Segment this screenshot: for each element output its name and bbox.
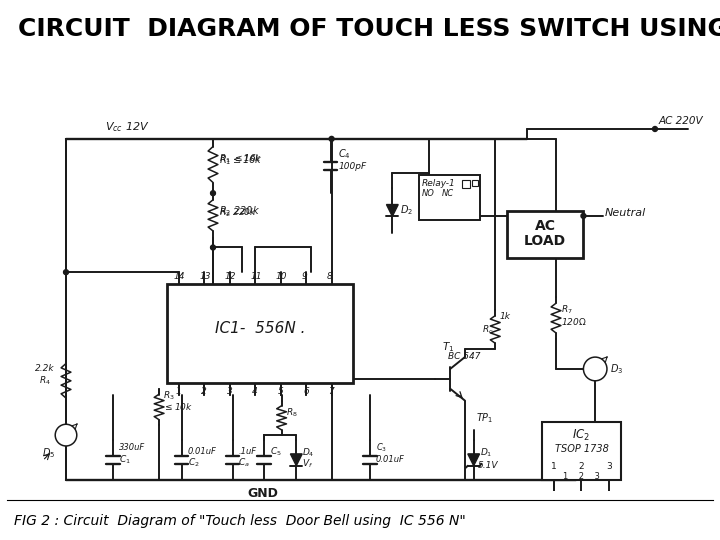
Text: LOAD: LOAD (524, 234, 567, 247)
Text: 5: 5 (278, 387, 284, 396)
Bar (542, 422, 621, 480)
Text: 11: 11 (251, 272, 262, 281)
Text: NO: NO (422, 188, 435, 198)
Text: 100pF: 100pF (338, 162, 366, 171)
Text: GND: GND (247, 487, 278, 500)
Bar (462, 180, 469, 188)
Text: 6: 6 (303, 387, 309, 396)
Text: $C_1$: $C_1$ (119, 454, 131, 466)
Text: $D_5$: $D_5$ (42, 446, 55, 460)
Bar (167, 284, 353, 383)
Text: $D_1$: $D_1$ (480, 447, 492, 459)
Text: IC1-  556N .: IC1- 556N . (215, 321, 305, 336)
Text: $R_2$ 220k: $R_2$ 220k (219, 205, 260, 218)
Text: 2: 2 (201, 387, 207, 396)
Text: 5.1V: 5.1V (477, 461, 498, 470)
Text: $R_c$: $R_c$ (482, 323, 493, 336)
Text: 10: 10 (276, 272, 287, 281)
Polygon shape (290, 454, 302, 465)
Text: 12: 12 (225, 272, 236, 281)
Text: $D_4$: $D_4$ (302, 447, 315, 459)
Text: $T_1$: $T_1$ (442, 340, 454, 354)
Circle shape (55, 424, 77, 446)
Text: Relay-1: Relay-1 (422, 179, 456, 188)
Text: $C_2$: $C_2$ (187, 456, 199, 469)
Text: $C_5$: $C_5$ (270, 446, 282, 458)
Text: 4: 4 (252, 387, 258, 396)
Text: 7: 7 (328, 387, 334, 396)
Text: 9: 9 (301, 272, 307, 281)
Circle shape (652, 126, 657, 131)
Text: 3: 3 (606, 462, 612, 471)
Text: $C_a$: $C_a$ (238, 456, 251, 469)
Text: FIG 2 : Circuit  Diagram of "Touch less  Door Bell using  IC 556 N": FIG 2 : Circuit Diagram of "Touch less D… (14, 514, 466, 528)
Text: $R_1$ $\leq$16k: $R_1$ $\leq$16k (219, 152, 262, 165)
Text: $R_1\leq$16k: $R_1\leq$16k (219, 154, 263, 167)
Text: 1k: 1k (499, 312, 510, 321)
Circle shape (210, 245, 215, 250)
Text: AC: AC (535, 219, 556, 233)
Text: 2: 2 (579, 462, 584, 471)
Bar (507, 211, 583, 258)
Text: TSOP 1738: TSOP 1738 (554, 444, 608, 454)
Text: NC: NC (441, 188, 454, 198)
Text: 8: 8 (327, 272, 333, 281)
Polygon shape (468, 454, 480, 465)
Text: $IC_2$: $IC_2$ (572, 428, 590, 443)
Text: CIRCUIT  DIAGRAM OF TOUCH LESS SWITCH USING ic 556: CIRCUIT DIAGRAM OF TOUCH LESS SWITCH USI… (18, 17, 720, 41)
Text: Neutral: Neutral (605, 208, 647, 218)
Text: $R_3$: $R_3$ (163, 389, 175, 402)
Circle shape (63, 269, 68, 275)
Circle shape (583, 357, 607, 381)
Text: 0.01uF: 0.01uF (187, 448, 217, 456)
Circle shape (329, 137, 334, 141)
Text: 2.2k: 2.2k (35, 364, 54, 374)
Circle shape (581, 213, 586, 218)
Text: $D_3$: $D_3$ (610, 362, 624, 376)
Text: $R_8$: $R_8$ (286, 406, 297, 418)
Text: $TP_1$: $TP_1$ (476, 411, 493, 425)
Text: 120$\Omega$: 120$\Omega$ (561, 316, 587, 327)
Text: $D_2$: $D_2$ (400, 203, 413, 217)
Text: 1: 1 (176, 387, 181, 396)
Text: 13: 13 (199, 272, 211, 281)
Text: $R_7$: $R_7$ (561, 303, 572, 316)
Text: $V_f$: $V_f$ (302, 457, 313, 470)
Text: $C_3$: $C_3$ (376, 442, 387, 454)
Circle shape (210, 191, 215, 195)
Text: $R_4$: $R_4$ (39, 375, 50, 387)
Text: $V_{cc}$ 12V: $V_{cc}$ 12V (105, 120, 150, 134)
Text: 3: 3 (227, 387, 233, 396)
Text: 0.01uF: 0.01uF (376, 455, 405, 464)
Text: $C_4$: $C_4$ (338, 147, 351, 160)
Text: 1    2    3: 1 2 3 (563, 472, 600, 481)
Polygon shape (387, 205, 398, 217)
Bar (419, 176, 480, 220)
Text: AC 220V: AC 220V (659, 116, 703, 126)
Text: $\leq$10k: $\leq$10k (163, 401, 193, 412)
Text: 330uF: 330uF (119, 443, 145, 453)
Bar (472, 180, 477, 186)
Text: .1uF: .1uF (238, 448, 256, 456)
Text: 14: 14 (174, 272, 185, 281)
Text: $R_2$ 220k: $R_2$ 220k (219, 207, 257, 219)
Text: BC 547: BC 547 (448, 352, 481, 361)
Text: 1: 1 (551, 462, 557, 471)
